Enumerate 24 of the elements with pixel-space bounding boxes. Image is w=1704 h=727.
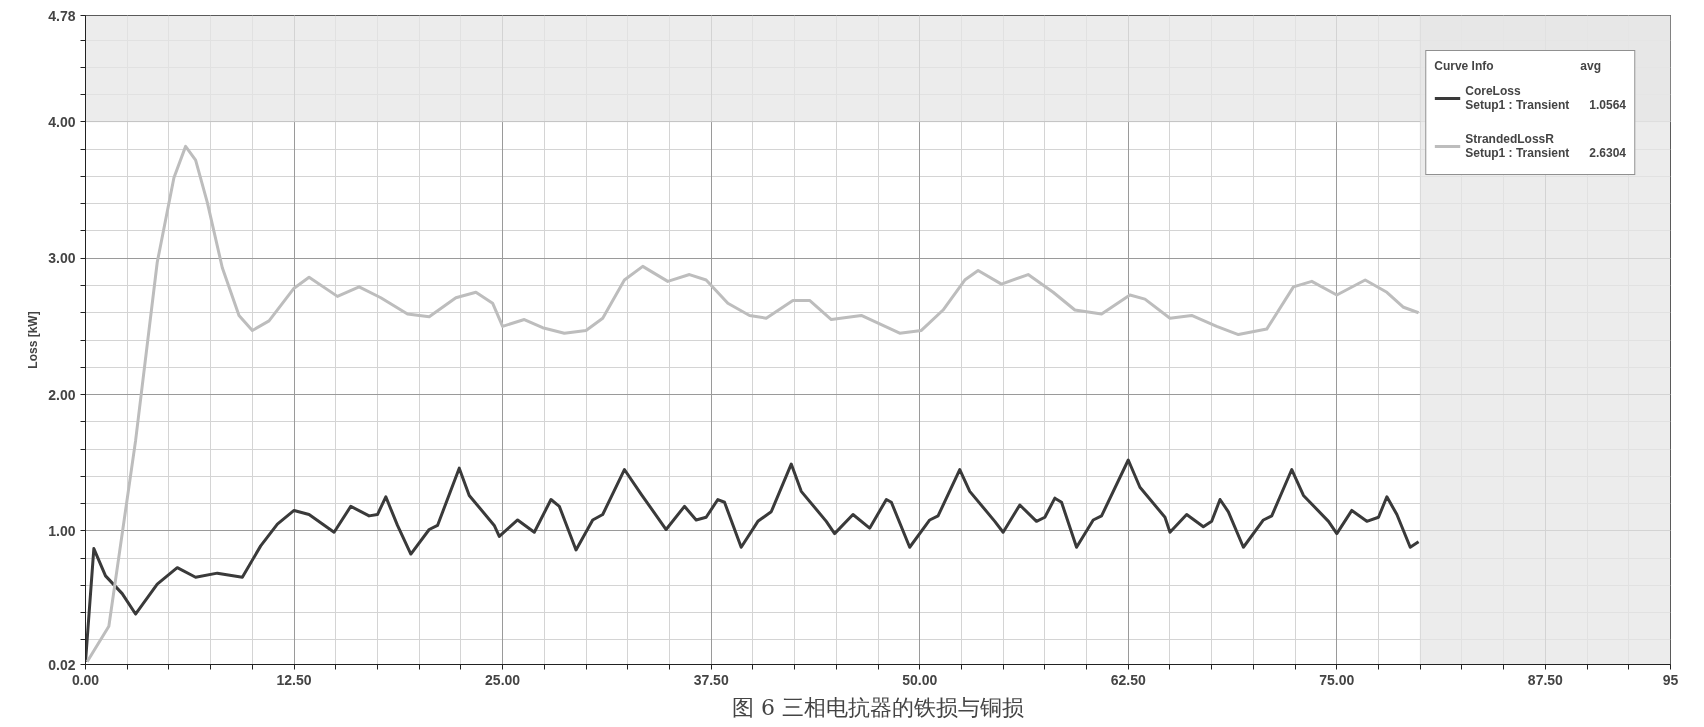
y-tick-label: 2.00 (48, 386, 76, 403)
text: Curve Info avg (1434, 59, 1601, 73)
x-tick-label: 62.50 (1110, 671, 1146, 688)
x-tick-label: 95 (1662, 671, 1679, 688)
y-tick-label: 0.02 (48, 656, 76, 673)
x-tick-label: 12.50 (276, 671, 312, 688)
y-axis-title: Loss [kW] (26, 311, 41, 369)
line-series (85, 458, 1421, 664)
x-tick-label: 0.00 (71, 671, 100, 688)
y-tick-label: 4.78 (48, 7, 76, 24)
y-tick-label: 3.00 (48, 250, 76, 267)
text: Setup1 : Transient 1.0564 (1465, 98, 1626, 112)
legend-label: StrandedLossR (1465, 132, 1554, 146)
x-tick-label: 25.00 (485, 671, 521, 688)
y-tick-label: 1.00 (48, 522, 76, 539)
text: 图 6 三相电抗器的铁损与铜损 (732, 694, 1024, 720)
text: Setup1 : Transient 2.6304 (1465, 146, 1626, 160)
x-tick-label: 37.50 (693, 671, 729, 688)
x-tick-label: 87.50 (1527, 671, 1564, 688)
legend-label: CoreLoss (1465, 84, 1521, 98)
x-tick-label: 50.00 (902, 671, 938, 688)
line-series (85, 144, 1421, 664)
y-tick-label: 4.00 (48, 113, 76, 130)
x-tick-label: 75.00 (1319, 671, 1355, 688)
